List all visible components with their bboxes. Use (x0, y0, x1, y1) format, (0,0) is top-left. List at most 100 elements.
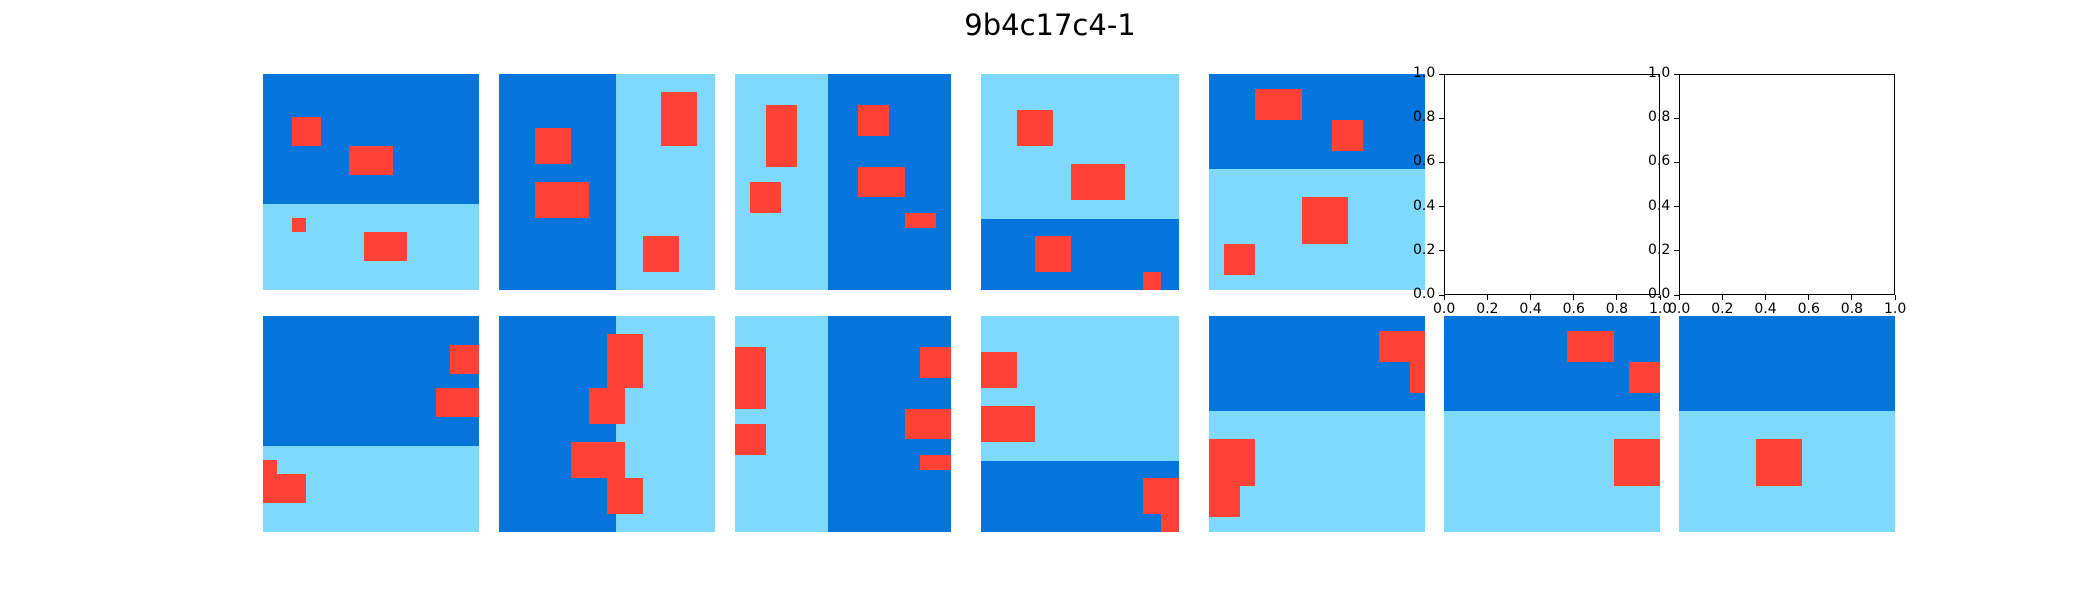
x-tick (1616, 295, 1618, 300)
x-tick-label: 0.2 (1476, 301, 1499, 317)
test-output (1679, 316, 1895, 532)
red-block (535, 128, 571, 164)
red-block (1378, 331, 1425, 363)
red-block (1070, 164, 1125, 200)
y-tick (1439, 117, 1444, 119)
red-block (349, 146, 393, 175)
x-tick-label: 0.6 (1797, 301, 1820, 317)
red-block (920, 346, 951, 378)
red-block (450, 344, 479, 374)
y-tick-label: 1.0 (1413, 65, 1436, 81)
x-tick-label: 0.8 (1605, 301, 1629, 317)
y-tick-label: 0.2 (1413, 241, 1436, 258)
x-tick-label: 0.8 (1840, 301, 1864, 317)
x-tick-label: 1.0 (1884, 301, 1907, 317)
train-1-input (263, 74, 479, 290)
dark-region (263, 316, 479, 446)
dark-region (1209, 74, 1425, 170)
red-block (291, 218, 307, 233)
red-block (661, 92, 697, 146)
x-tick-label: 0.4 (1519, 301, 1542, 317)
red-block (1301, 197, 1348, 244)
train-4-input (980, 74, 1179, 290)
empty-axes-2 (1679, 74, 1895, 295)
red-block (1016, 110, 1053, 146)
y-tick-label: 1.0 (1648, 65, 1671, 81)
red-block (1142, 272, 1161, 290)
x-tick-label: 1.0 (1649, 301, 1672, 317)
red-block (1255, 89, 1302, 121)
y-tick (1674, 294, 1679, 296)
train-4-output (980, 316, 1179, 532)
red-block (263, 460, 278, 475)
x-tick-label: 0.2 (1711, 301, 1734, 317)
train-3-output (735, 316, 951, 532)
train-3-input (735, 74, 951, 290)
red-block (750, 182, 782, 213)
x-tick-label: 0.4 (1754, 301, 1777, 317)
red-block (1567, 331, 1614, 363)
x-tick (1721, 295, 1723, 300)
x-tick (1443, 295, 1445, 300)
x-tick-label: 0.6 (1562, 301, 1585, 317)
red-block (1209, 439, 1256, 486)
y-tick (1674, 117, 1679, 119)
red-block (291, 117, 321, 146)
red-block (607, 478, 643, 514)
y-tick-label: 0.8 (1648, 109, 1671, 126)
train-2-input (499, 74, 715, 290)
y-tick (1674, 206, 1679, 208)
red-block (1629, 362, 1660, 394)
train-5-input (1209, 74, 1425, 290)
red-block (1332, 120, 1364, 152)
red-block (263, 474, 307, 504)
test-input (1444, 316, 1660, 532)
x-tick (1851, 295, 1853, 300)
red-block (589, 388, 625, 424)
x-tick (1573, 295, 1575, 300)
y-tick (1439, 73, 1444, 75)
y-tick-label: 0.2 (1648, 241, 1671, 258)
train-1-output (263, 316, 479, 532)
red-block (535, 182, 589, 218)
red-block (1224, 243, 1256, 275)
x-tick (1894, 295, 1896, 300)
red-block (435, 388, 479, 417)
y-tick (1439, 161, 1444, 163)
x-tick (1764, 295, 1766, 300)
red-block (1142, 478, 1179, 514)
red-block (571, 442, 625, 478)
y-tick (1674, 73, 1679, 75)
train-2-output (499, 316, 715, 532)
x-tick-label: 0.0 (1668, 301, 1691, 317)
x-tick (1529, 295, 1531, 300)
red-block (858, 104, 890, 136)
red-block (643, 236, 679, 272)
red-block (735, 424, 766, 455)
y-tick (1674, 250, 1679, 252)
y-tick-label: 0.4 (1413, 197, 1436, 214)
y-tick (1439, 294, 1444, 296)
red-block (1409, 362, 1425, 394)
dark-region (1444, 316, 1660, 412)
y-tick (1439, 206, 1444, 208)
red-block (980, 352, 1017, 388)
red-block (1613, 439, 1660, 486)
y-tick (1439, 250, 1444, 252)
y-tick (1674, 161, 1679, 163)
y-tick-label: 0.0 (1413, 286, 1436, 302)
x-tick (1659, 295, 1661, 300)
y-tick-label: 0.6 (1413, 153, 1436, 170)
red-block (920, 454, 951, 471)
red-block (1209, 485, 1240, 517)
empty-axes-1 (1444, 74, 1660, 295)
y-tick-label: 0.6 (1648, 153, 1671, 170)
y-tick-label: 0.8 (1413, 109, 1436, 126)
x-tick (1486, 295, 1488, 300)
train-5-output (1209, 316, 1425, 532)
red-block (1034, 236, 1071, 272)
red-block (980, 406, 1035, 442)
red-block (735, 346, 766, 409)
red-block (904, 212, 936, 229)
red-block (904, 408, 951, 440)
